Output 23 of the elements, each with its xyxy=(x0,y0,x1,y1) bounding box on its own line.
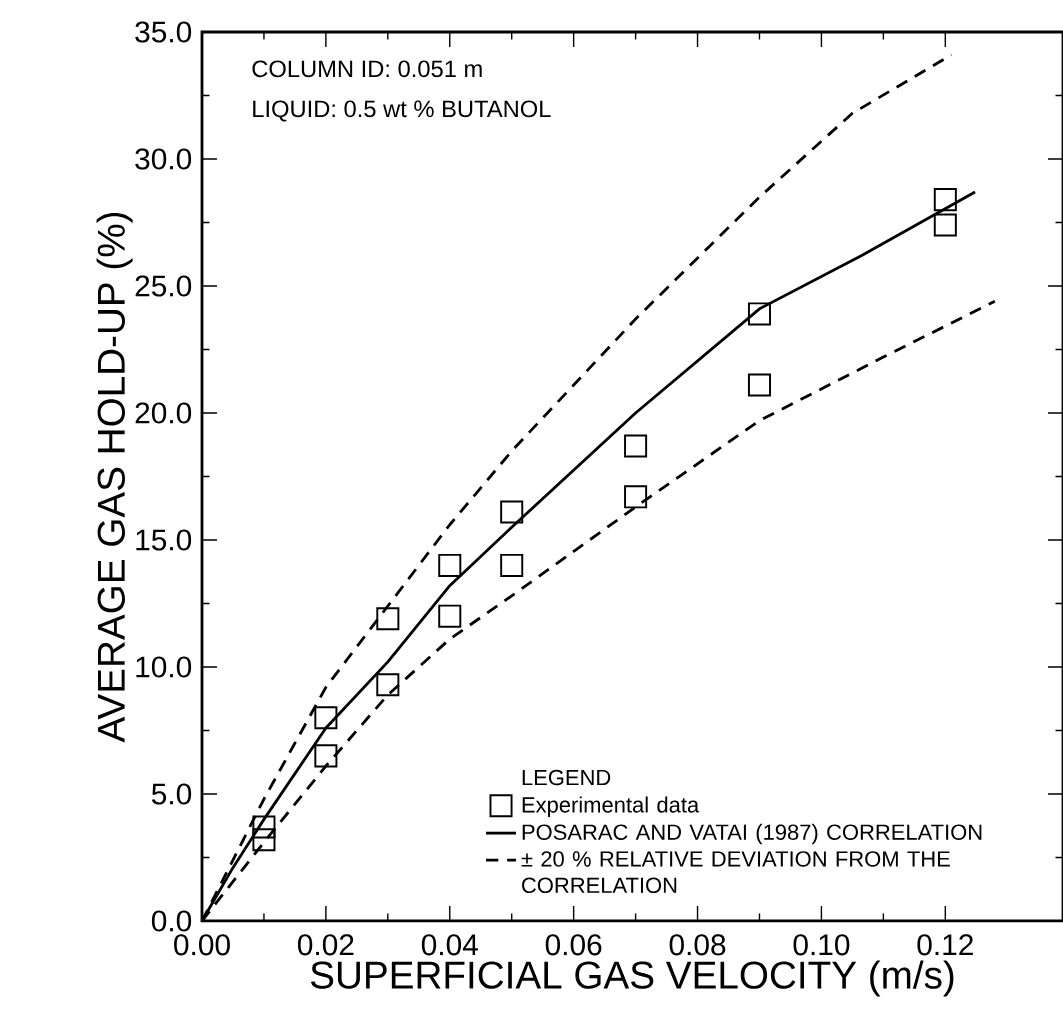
x-tick-label: 0.04 xyxy=(421,934,478,956)
y-tick-label: 30.0 xyxy=(135,148,192,170)
x-tick-label: 0.00 xyxy=(174,934,230,956)
x-tick-label: 0.02 xyxy=(297,934,354,956)
y-tick-label: 0.0 xyxy=(151,910,192,932)
y-tick-label: 20.0 xyxy=(135,402,192,424)
x-tick-label: 0.12 xyxy=(917,934,973,956)
annotation: LIQUID: 0.5 wt % BUTANOL xyxy=(253,100,551,122)
x-axis-title: SUPERFICIAL GAS VELOCITY (m/s) xyxy=(310,960,954,997)
y-tick-label: 10.0 xyxy=(136,656,192,678)
annotation: COLUMN ID: 0.051 m xyxy=(252,60,482,78)
legend-label: Experimental data xyxy=(522,796,700,817)
y-tick-label: 25.0 xyxy=(135,275,192,297)
y-tick-label: 15.0 xyxy=(136,529,192,551)
x-tick-label: 0.06 xyxy=(545,934,602,956)
y-axis-title: AVERAGE GAS HOLD-UP (%) xyxy=(96,212,133,743)
legend-label: POSARAC AND VATAI (1987) CORRELATION xyxy=(522,823,982,845)
x-tick-label: 0.08 xyxy=(669,934,726,956)
legend-label: ± 20 % RELATIVE DEVIATION FROM THE CORRELATION xyxy=(521,851,950,894)
x-tick-label: 0.10 xyxy=(793,934,850,956)
legend-title: LEGEND xyxy=(522,769,611,786)
y-tick-label: 5.0 xyxy=(151,783,192,805)
y-tick-label: 35.0 xyxy=(135,21,192,43)
